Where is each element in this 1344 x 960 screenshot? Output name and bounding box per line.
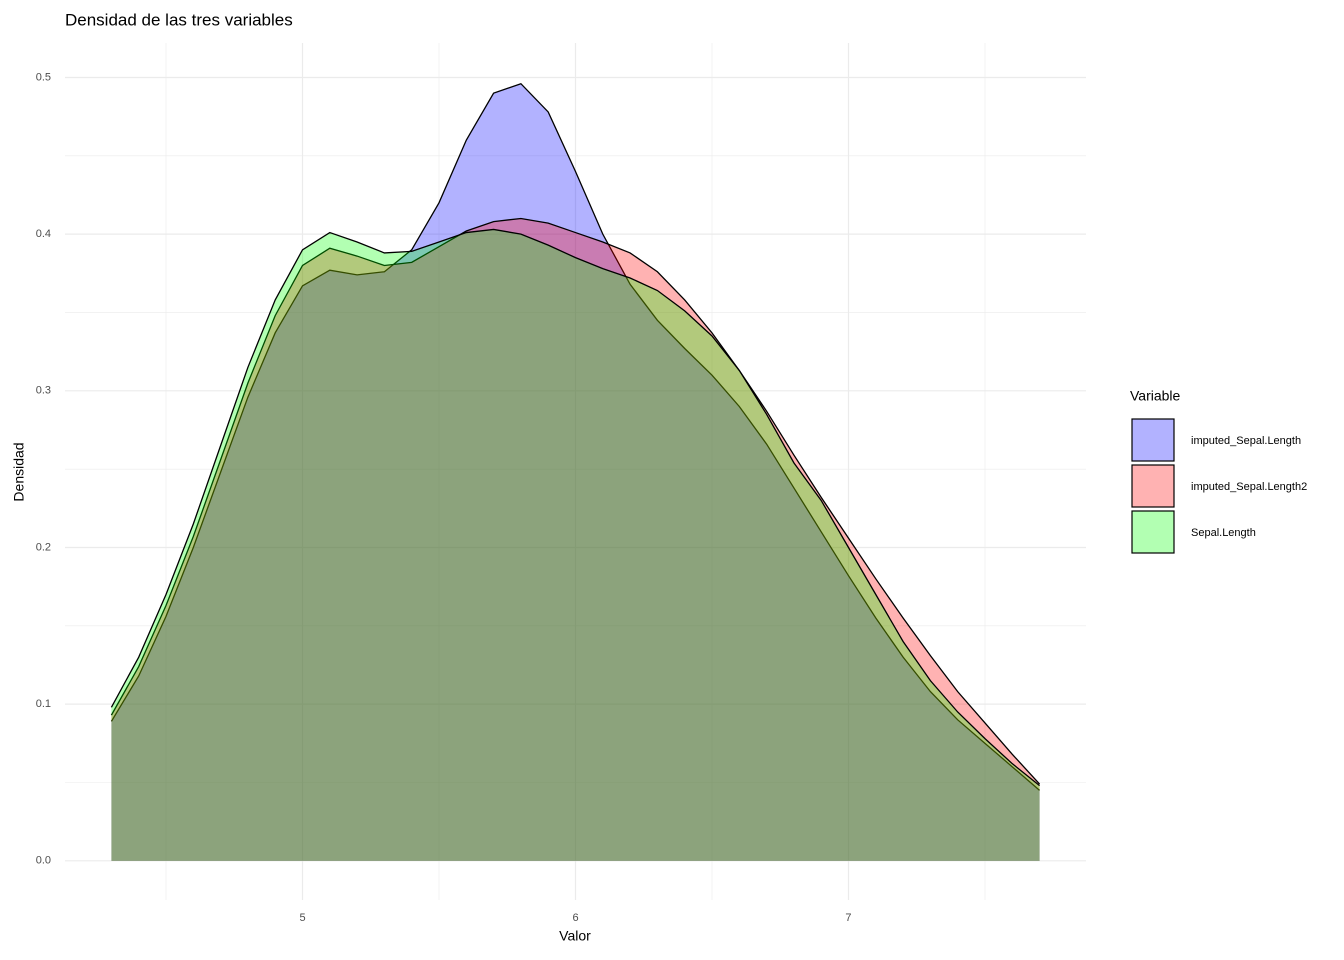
density-area (111, 229, 1040, 861)
legend-key (1131, 510, 1175, 554)
legend-label: imputed_Sepal.Length2 (1191, 481, 1307, 493)
y-tick-label: 0.5 (36, 71, 51, 83)
y-tick-label: 0.1 (36, 698, 51, 710)
y-tick-label: 0.2 (36, 541, 51, 553)
y-tick-label: 0.0 (36, 855, 51, 867)
legend-title: Variable (1130, 388, 1181, 404)
y-axis-label: Densidad (11, 442, 27, 501)
y-tick-label: 0.3 (36, 385, 51, 397)
density-line (110, 82, 1041, 791)
x-tick-label: 5 (299, 912, 305, 924)
density-area (111, 218, 1040, 861)
y-tick-label: 0.4 (36, 228, 51, 240)
chart-title: Densidad de las tres variables (65, 10, 293, 29)
legend-label: imputed_Sepal.Length (1191, 435, 1301, 447)
density-area (111, 83, 1040, 861)
density-line (110, 228, 1040, 787)
legend-key (1131, 418, 1175, 462)
x-tick-label: 7 (845, 912, 851, 924)
density-line (110, 217, 1041, 785)
legend-label: Sepal.Length (1191, 527, 1256, 539)
legend-key (1131, 464, 1175, 508)
x-axis-label: Valor (559, 928, 591, 944)
x-tick-label: 6 (572, 912, 578, 924)
